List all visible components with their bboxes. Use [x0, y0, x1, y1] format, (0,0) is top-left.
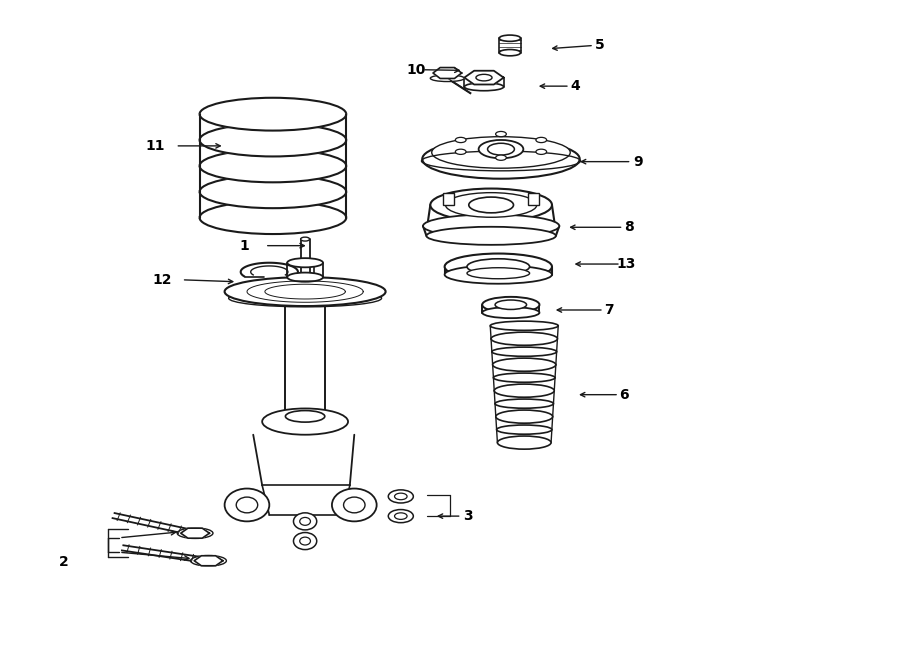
Ellipse shape — [536, 149, 546, 154]
Polygon shape — [200, 218, 346, 234]
Ellipse shape — [500, 50, 521, 56]
Ellipse shape — [455, 149, 466, 154]
Ellipse shape — [491, 347, 556, 356]
Text: 11: 11 — [145, 139, 165, 153]
Ellipse shape — [498, 436, 551, 449]
Ellipse shape — [482, 307, 539, 318]
Ellipse shape — [496, 410, 553, 423]
Ellipse shape — [430, 189, 552, 221]
Ellipse shape — [430, 75, 464, 81]
Ellipse shape — [500, 35, 521, 42]
Ellipse shape — [177, 528, 213, 538]
Ellipse shape — [467, 259, 529, 275]
Circle shape — [236, 497, 257, 513]
Ellipse shape — [491, 321, 558, 330]
Polygon shape — [200, 166, 346, 182]
Ellipse shape — [493, 373, 555, 382]
Ellipse shape — [445, 254, 552, 280]
Text: 7: 7 — [605, 303, 614, 317]
Circle shape — [300, 537, 310, 545]
Ellipse shape — [469, 197, 514, 213]
Ellipse shape — [394, 493, 407, 500]
Ellipse shape — [496, 132, 507, 136]
Ellipse shape — [492, 358, 556, 371]
Ellipse shape — [332, 489, 377, 522]
Text: 6: 6 — [619, 388, 629, 402]
Ellipse shape — [476, 74, 492, 81]
Circle shape — [300, 518, 310, 526]
Polygon shape — [433, 68, 462, 79]
Ellipse shape — [464, 83, 504, 91]
Ellipse shape — [495, 399, 554, 408]
Polygon shape — [194, 556, 223, 566]
Polygon shape — [200, 192, 346, 208]
Bar — [443, 193, 454, 205]
Ellipse shape — [495, 300, 526, 309]
Text: 1: 1 — [239, 239, 249, 253]
Text: 2: 2 — [58, 555, 68, 569]
Ellipse shape — [262, 408, 348, 435]
Ellipse shape — [225, 277, 385, 306]
Polygon shape — [200, 114, 346, 130]
Ellipse shape — [455, 137, 466, 142]
Ellipse shape — [467, 267, 529, 279]
Text: 5: 5 — [595, 38, 604, 52]
Circle shape — [344, 497, 365, 513]
Ellipse shape — [445, 265, 552, 284]
Ellipse shape — [432, 136, 571, 168]
Ellipse shape — [427, 227, 556, 245]
Ellipse shape — [479, 140, 523, 158]
Ellipse shape — [422, 139, 580, 179]
Ellipse shape — [225, 489, 269, 522]
Text: 10: 10 — [406, 63, 426, 77]
Ellipse shape — [494, 384, 554, 397]
Circle shape — [293, 513, 317, 530]
Ellipse shape — [394, 513, 407, 520]
Ellipse shape — [488, 143, 515, 155]
Ellipse shape — [446, 193, 536, 217]
Ellipse shape — [536, 137, 546, 142]
Ellipse shape — [191, 555, 227, 566]
Ellipse shape — [287, 273, 323, 282]
Polygon shape — [181, 528, 210, 538]
Ellipse shape — [497, 425, 552, 434]
Bar — [528, 193, 539, 205]
Circle shape — [293, 532, 317, 549]
Text: 3: 3 — [464, 509, 472, 523]
Ellipse shape — [229, 289, 382, 307]
Text: 9: 9 — [633, 155, 643, 169]
Text: 4: 4 — [571, 79, 580, 93]
Text: 8: 8 — [624, 220, 634, 234]
Ellipse shape — [388, 490, 413, 503]
Polygon shape — [464, 71, 504, 85]
Ellipse shape — [496, 155, 507, 160]
Ellipse shape — [388, 510, 413, 523]
Ellipse shape — [423, 214, 559, 238]
Polygon shape — [200, 140, 346, 156]
Ellipse shape — [285, 410, 325, 422]
Ellipse shape — [491, 332, 557, 346]
Text: 13: 13 — [616, 257, 636, 271]
Ellipse shape — [482, 297, 539, 312]
Ellipse shape — [287, 258, 323, 267]
Text: 12: 12 — [152, 273, 172, 287]
Ellipse shape — [301, 237, 310, 241]
